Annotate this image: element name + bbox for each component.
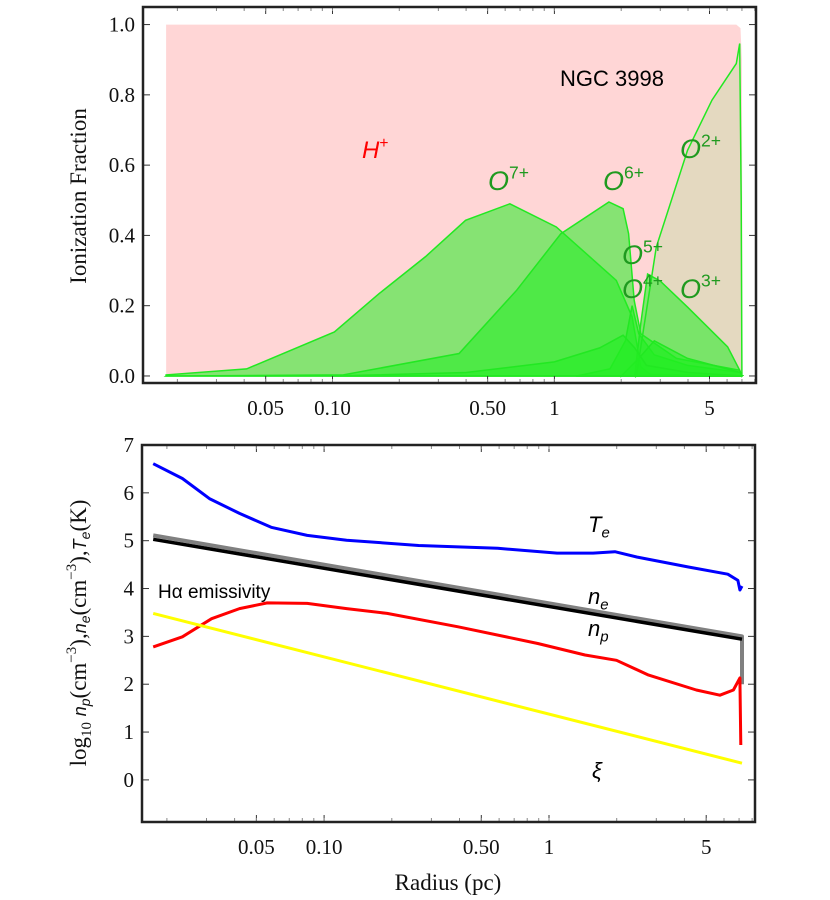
y-tick-label: 1.0: [109, 13, 135, 37]
x-tick-label: 0.50: [469, 396, 506, 420]
label-o5plus: O5+: [622, 237, 663, 270]
line-te: [152, 462, 744, 592]
line-xi: [152, 611, 743, 765]
plot-frame: [141, 5, 758, 385]
bottom-y-axis-label: log10 np(cm−3),ne(cm−3),Te(K): [64, 500, 95, 767]
label-halpha-emissivity: Hα emissivity: [158, 582, 271, 603]
label-te: Te: [588, 512, 610, 542]
line-ne: [152, 533, 744, 685]
label-o6plus: O6+: [603, 163, 644, 196]
x-tick-label: 0.10: [306, 835, 343, 859]
y-tick-label: 0: [124, 768, 135, 792]
y-tick-label: 4: [124, 577, 135, 601]
y-tick-label: 6: [124, 481, 135, 505]
label-o4plus: O4+: [622, 271, 663, 304]
y-tick-label: 2: [124, 672, 135, 696]
line-np: [152, 537, 743, 641]
plot-area: [163, 24, 745, 379]
x-tick-label: 1: [544, 835, 555, 859]
plot-frame: [140, 443, 757, 824]
ionization-fraction-panel: 0.05 0.10 0.50 1 5 0.0 0.2 0.4 0.6 0.8 1.0 NGC 3998…: [109, 5, 758, 420]
x-tick-label: 1: [549, 396, 560, 420]
plot-area: [152, 462, 744, 765]
label-o2plus: O2+: [680, 131, 721, 164]
label-ne: ne: [588, 584, 609, 614]
y-tick-label: 0.4: [109, 223, 136, 247]
chart-title: NGC 3998: [560, 66, 664, 91]
y-tick-label: 7: [124, 433, 135, 457]
x-tick-label: 0.05: [247, 396, 284, 420]
y-tick-label: 0.6: [109, 153, 135, 177]
top-y-axis-label: Ionization Fraction: [66, 108, 91, 284]
y-tick-label: 0.2: [109, 294, 135, 318]
x-tick-label: 0.50: [463, 835, 500, 859]
y-tick-label: 0.0: [109, 364, 135, 388]
x-tick-label: 5: [704, 396, 715, 420]
label-o7plus: O7+: [488, 163, 529, 196]
x-tick-label: 5: [701, 835, 712, 859]
label-np: np: [588, 616, 609, 646]
x-tick-label: 0.05: [238, 835, 275, 859]
label-xi: ξ: [592, 758, 603, 783]
label-hplus: H+: [362, 135, 388, 164]
y-tick-label: 5: [124, 529, 135, 553]
y-tick-label: 3: [124, 624, 135, 648]
y-tick-label: 1: [124, 720, 135, 744]
x-axis-label: Radius (pc): [395, 870, 502, 895]
x-tick-label: 0.10: [314, 396, 351, 420]
area-series-7: [331, 334, 745, 377]
y-tick-label: 0.8: [109, 83, 135, 107]
line-halpha: [152, 601, 743, 746]
label-o3plus: O3+: [680, 271, 721, 304]
